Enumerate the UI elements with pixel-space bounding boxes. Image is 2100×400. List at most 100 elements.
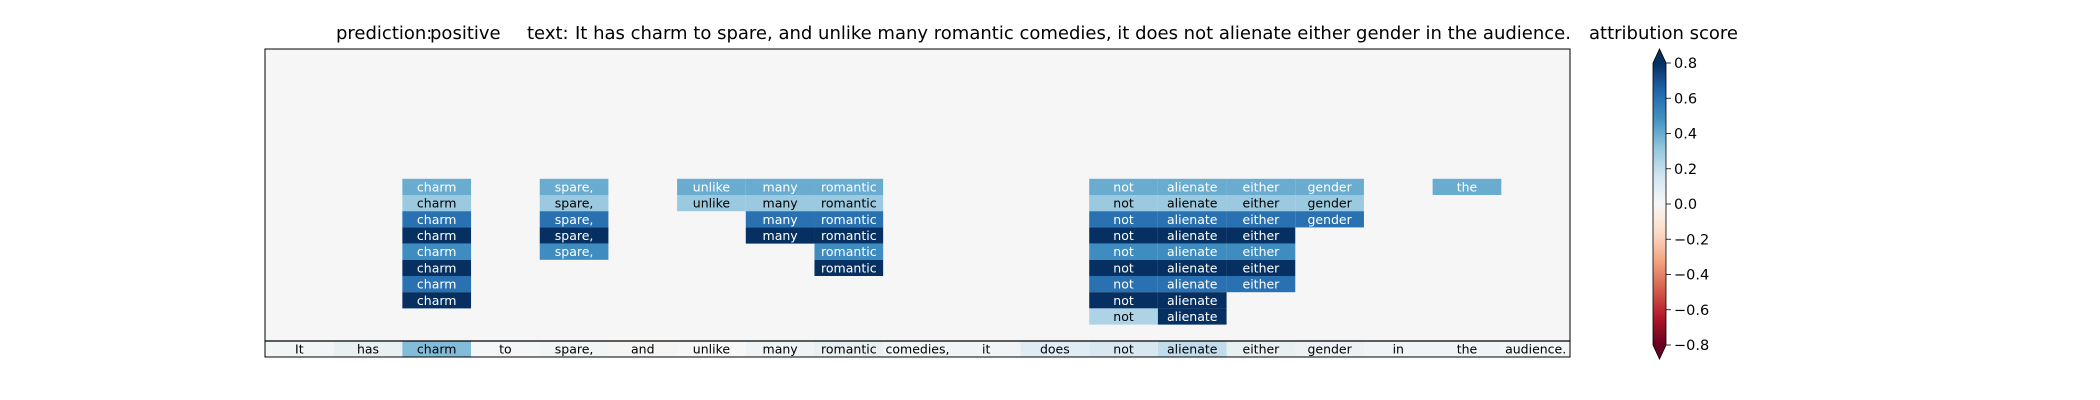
attribution-cell [402, 211, 472, 228]
attribution-cell [745, 178, 815, 195]
attribution-cell [1226, 227, 1296, 244]
attribution-cell-label: not [1113, 244, 1134, 259]
attribution-cell-label: romantic [821, 212, 877, 227]
attribution-cell-label: charm [417, 196, 457, 211]
token-cell [608, 340, 678, 357]
attribution-cell-label: alienate [1167, 277, 1218, 292]
attribution-cell [745, 195, 815, 212]
attribution-cell [1089, 276, 1158, 293]
token-label: charm [417, 341, 457, 356]
attribution-cell [814, 211, 884, 228]
token-cell [471, 340, 540, 357]
heatmap-plot: It has charm to spare, and unlike many romantic c… [264, 48, 1571, 358]
attribution-cell-label: not [1113, 309, 1134, 324]
attribution-cell [1089, 195, 1158, 212]
attribution-cell [1089, 227, 1158, 244]
token-cell [951, 340, 1021, 357]
attribution-cell [1226, 259, 1296, 276]
token-label: either [1243, 341, 1281, 356]
colorbar-tick-label: 0.8 [1674, 56, 1697, 72]
attribution-cell [539, 195, 609, 212]
token-label: spare, [555, 341, 594, 356]
colorbar-extend-max [1653, 49, 1666, 63]
token-cell [402, 340, 472, 357]
attribution-cell [1089, 178, 1158, 195]
colorbar-tick-label: −0.6 [1674, 303, 1709, 319]
colorbar: attribution score 0.8 0.6 0.4 0.2 0.0 −0.2 −0.… [1589, 23, 1738, 360]
attribution-cell [745, 211, 815, 228]
token-label: alienate [1167, 341, 1218, 356]
token-label: unlike [693, 341, 731, 356]
colorbar-tick-label: −0.8 [1674, 338, 1709, 354]
text-value: It has charm to spare, and unlike many r… [575, 23, 1571, 44]
attribution-cell [402, 276, 472, 293]
token-cell [1157, 340, 1227, 357]
attribution-cell-label: alienate [1167, 309, 1218, 324]
token-cell [1089, 340, 1158, 357]
attribution-cell [677, 178, 746, 195]
colorbar-tick-label: 0.6 [1674, 91, 1697, 107]
text-label: text: [527, 23, 569, 44]
attribution-cell-label: many [763, 179, 799, 194]
token-cell [883, 340, 952, 357]
token-cell [265, 340, 334, 357]
attribution-cell-label: either [1243, 277, 1281, 292]
token-cell [1363, 340, 1433, 357]
attribution-cell [1157, 211, 1227, 228]
attribution-cell [677, 195, 746, 212]
attribution-cell [814, 195, 884, 212]
attribution-cell [1089, 259, 1158, 276]
attribution-cell-label: romantic [821, 244, 877, 259]
token-label: comedies, [886, 341, 950, 356]
token-cell [1295, 340, 1364, 357]
attribution-cell-label: charm [417, 260, 457, 275]
attribution-cell [402, 243, 472, 260]
colorbar-title: attribution score [1589, 23, 1738, 44]
attribution-cell-label: not [1113, 196, 1134, 211]
token-label: audience. [1505, 341, 1566, 356]
attribution-cell [1226, 178, 1296, 195]
token-label: not [1113, 341, 1134, 356]
attribution-cell [402, 178, 472, 195]
attribution-cell-label: not [1113, 277, 1134, 292]
attribution-cell-label: unlike [693, 179, 731, 194]
attribution-cell [539, 227, 609, 244]
token-cell [1226, 340, 1296, 357]
prediction-value: positive [430, 23, 501, 44]
plot-frame [264, 48, 1571, 358]
attribution-cell-label: charm [417, 228, 457, 243]
attribution-cell-label: not [1113, 260, 1134, 275]
attribution-cell [1226, 243, 1296, 260]
token-label: has [357, 341, 379, 356]
attribution-cell-label: spare, [555, 179, 594, 194]
token-cell [1020, 340, 1090, 357]
token-label: does [1040, 341, 1070, 356]
attribution-cell-label: not [1113, 228, 1134, 243]
attribution-cell-label: either [1243, 260, 1281, 275]
token-label: to [499, 341, 512, 356]
token-label: it [982, 341, 990, 356]
attribution-cell [1089, 211, 1158, 228]
attribution-cell [1089, 308, 1158, 325]
token-label: many [763, 341, 799, 356]
token-label: and [631, 341, 655, 356]
attribution-cell-label: spare, [555, 212, 594, 227]
colorbar-tick-label: 0.0 [1674, 197, 1697, 213]
attribution-cell [1295, 195, 1364, 212]
attribution-cell-label: either [1243, 179, 1281, 194]
attribution-cell-label: romantic [821, 228, 877, 243]
attribution-cell-label: spare, [555, 244, 594, 259]
attribution-cell-label: charm [417, 277, 457, 292]
attribution-cell [539, 211, 609, 228]
attribution-cell-label: spare, [555, 228, 594, 243]
attribution-cell-label: romantic [821, 260, 877, 275]
attribution-cell-label: either [1243, 212, 1281, 227]
attribution-cell-label: alienate [1167, 212, 1218, 227]
attribution-cell-label: romantic [821, 196, 877, 211]
attribution-cell-label: not [1113, 212, 1134, 227]
attribution-cell-label: not [1113, 179, 1134, 194]
attribution-cell [402, 259, 472, 276]
token-cell [814, 340, 884, 357]
attribution-cell [1157, 243, 1227, 260]
